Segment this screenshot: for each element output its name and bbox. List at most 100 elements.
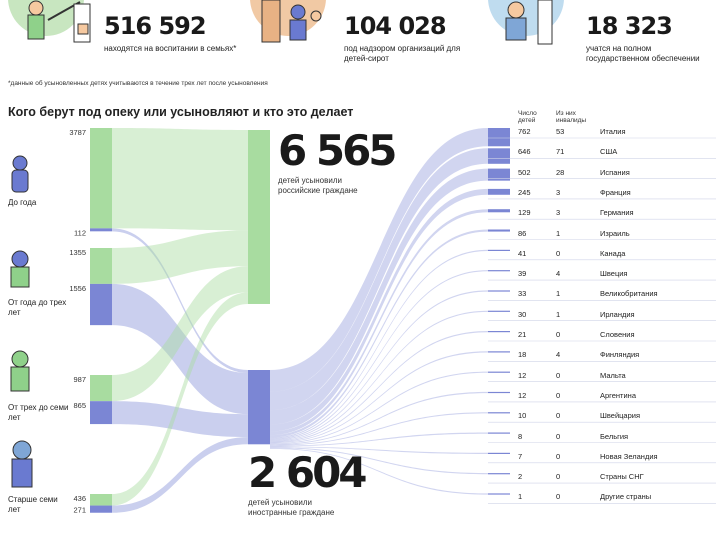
age-label-under-1: До года xyxy=(8,198,37,207)
flow-band-country-14 xyxy=(270,412,488,446)
flow-band-country-18 xyxy=(270,448,488,495)
country-name: Италия xyxy=(600,127,626,136)
country-count: 41 xyxy=(518,248,527,258)
country-bar-1 xyxy=(488,148,510,164)
country-bar-17 xyxy=(488,473,510,475)
flow-band-country-13 xyxy=(270,391,488,445)
flow-band-country-6 xyxy=(270,249,488,439)
total-russian-desc: детей усыновили российские граждане xyxy=(278,176,358,195)
country-name: Канада xyxy=(600,248,626,258)
age-node-blue-0 xyxy=(90,228,112,232)
country-disabled: 1 xyxy=(556,309,561,319)
flow-band-country-0 xyxy=(270,128,488,392)
country-count: 18 xyxy=(518,350,527,360)
country-count: 245 xyxy=(518,187,531,197)
country-count: 646 xyxy=(518,147,531,157)
country-name: Финляндия xyxy=(600,350,640,360)
age-green-value-2: 987 xyxy=(73,375,86,384)
country-disabled: 0 xyxy=(556,248,561,258)
country-name: Великобритания xyxy=(600,289,658,299)
country-count: 21 xyxy=(518,330,527,339)
chart-headline: Кого берут под опеку или усыновляют и кт… xyxy=(8,105,354,119)
age-node-blue-2 xyxy=(90,401,112,425)
footnote: *данные об усыновленных детях учитываютс… xyxy=(8,80,268,87)
flow-band-country-17 xyxy=(270,447,488,475)
total-russian-value: 6 565 xyxy=(278,126,398,175)
country-bar-11 xyxy=(488,351,510,353)
country-count: 762 xyxy=(518,127,531,136)
state-care-icon xyxy=(505,0,553,45)
flow-band-country-7 xyxy=(270,270,488,440)
flow-band-blue-0 xyxy=(112,228,248,373)
flow-band-green-3 xyxy=(112,292,248,506)
country-bar-8 xyxy=(488,290,510,292)
country-disabled: 71 xyxy=(556,147,565,157)
country-name: Другие страны xyxy=(600,492,652,502)
country-disabled: 1 xyxy=(556,289,561,299)
country-name: Швеция xyxy=(600,269,628,279)
stat-value-state: 18 323 xyxy=(586,12,673,40)
country-disabled: 0 xyxy=(556,451,561,461)
country-bar-13 xyxy=(488,391,510,394)
country-name: Ирландия xyxy=(600,309,635,319)
country-name: Германия xyxy=(600,208,634,218)
country-count: 2 xyxy=(518,472,523,482)
country-count: 8 xyxy=(518,431,523,441)
country-disabled: 0 xyxy=(556,370,561,380)
country-disabled: 53 xyxy=(556,127,565,136)
age-label-1-3: От года до трех лет xyxy=(8,298,67,317)
flow-band-country-12 xyxy=(270,371,488,445)
country-name: Новая Зеландия xyxy=(600,451,658,461)
age-node-green-2 xyxy=(90,375,112,402)
stat-desc-orphanage: под надзором организаций для детей-сирот xyxy=(344,44,461,63)
country-disabled: 0 xyxy=(556,411,561,421)
country-disabled: 1 xyxy=(556,228,561,238)
flow-band-green-2 xyxy=(112,266,248,402)
country-name: Мальта xyxy=(600,370,626,380)
flow-band-country-16 xyxy=(270,446,488,454)
total-foreign-desc: детей усыновили иностранные граждане xyxy=(248,498,335,517)
orphanage-icon xyxy=(261,0,322,43)
russian-node xyxy=(248,130,270,304)
toddler-icon xyxy=(10,250,30,288)
country-name: Израиль xyxy=(600,228,630,238)
flow-band-blue-3 xyxy=(112,437,248,513)
flow-band-country-11 xyxy=(270,351,488,444)
country-count: 7 xyxy=(518,451,523,461)
flow-band-country-5 xyxy=(270,229,488,438)
country-bar-0 xyxy=(488,128,510,147)
country-count: 33 xyxy=(518,289,527,299)
age-blue-value-2: 865 xyxy=(73,401,86,410)
flow-band-country-3 xyxy=(270,188,488,432)
flow-band-country-10 xyxy=(270,331,488,443)
country-disabled: 4 xyxy=(556,350,561,360)
stat-value-family: 516 592 xyxy=(104,12,207,40)
country-disabled: 0 xyxy=(556,390,561,400)
age-node-blue-1 xyxy=(90,283,112,326)
country-count: 502 xyxy=(518,167,531,177)
country-bar-12 xyxy=(488,371,510,373)
country-bar-4 xyxy=(488,209,510,213)
country-name: США xyxy=(600,147,618,157)
flow-band-green-1 xyxy=(112,230,248,284)
stat-value-orphanage: 104 028 xyxy=(344,12,447,40)
country-disabled: 28 xyxy=(556,167,565,177)
country-name: Бельгия xyxy=(600,431,629,441)
flow-band-blue-1 xyxy=(112,283,248,415)
age-blue-value-3: 271 xyxy=(73,506,86,515)
flow-band-country-8 xyxy=(270,290,488,441)
age-label-over-7: Старше семи лет xyxy=(8,495,58,514)
age-node-green-3 xyxy=(90,494,112,506)
age-blue-value-1: 1556 xyxy=(69,284,86,293)
country-count: 10 xyxy=(518,411,527,421)
flow-band-country-9 xyxy=(270,310,488,442)
stat-desc-family: находятся на воспитании в семьях* xyxy=(104,44,237,53)
country-disabled: 0 xyxy=(556,431,561,441)
flow-band-country-2 xyxy=(270,168,488,425)
age-green-value-0: 3787 xyxy=(69,128,86,137)
age-node-blue-3 xyxy=(90,505,112,513)
country-count: 39 xyxy=(518,269,527,279)
country-count: 129 xyxy=(518,208,531,218)
country-disabled: 3 xyxy=(556,208,561,218)
